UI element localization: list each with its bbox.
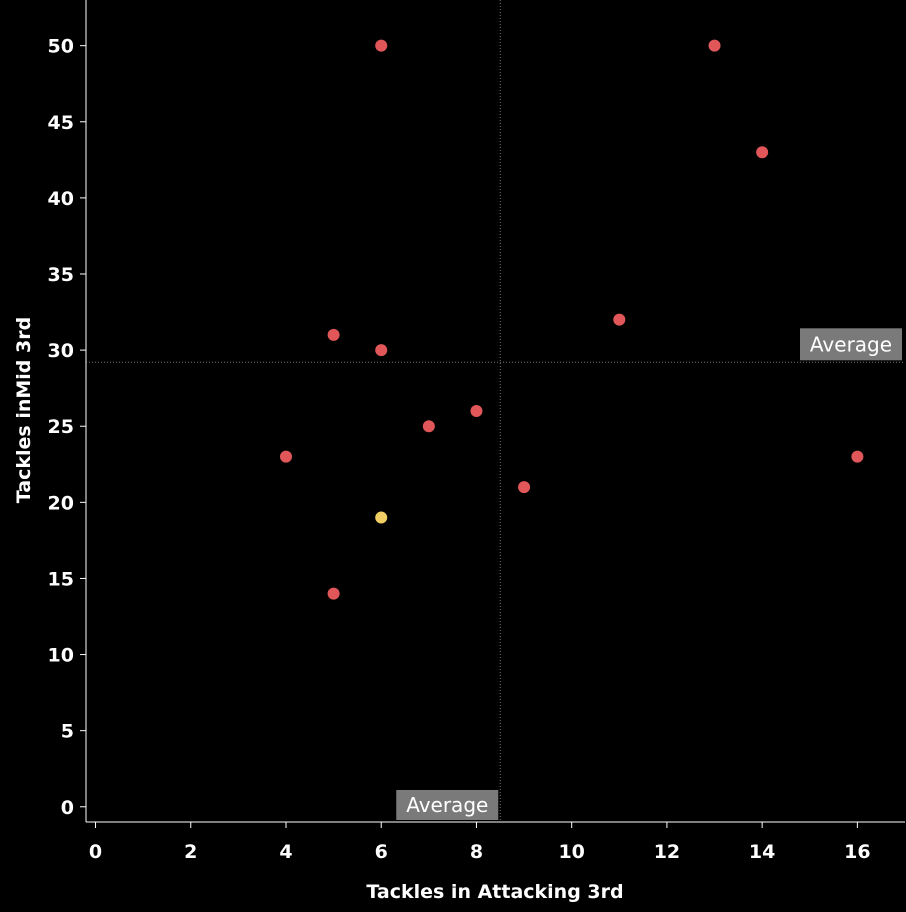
- x-average-label-box: [396, 790, 499, 820]
- y-tick-label: 40: [48, 188, 74, 210]
- data-point: [327, 328, 340, 341]
- x-tick-label: 14: [749, 841, 775, 863]
- average-labels: Average Average: [396, 328, 902, 820]
- data-point: [613, 313, 626, 326]
- data-point: [375, 344, 388, 357]
- data-point: [375, 39, 388, 52]
- data-point: [518, 481, 531, 494]
- x-average-label: Average: [406, 793, 488, 817]
- data-point: [422, 420, 435, 433]
- x-tick-label: 10: [558, 841, 584, 863]
- y-tick-label: 15: [48, 568, 74, 590]
- data-point: [756, 146, 769, 159]
- reference-lines: [86, 0, 905, 822]
- x-tick-label: 8: [470, 841, 483, 863]
- data-point: [470, 405, 483, 417]
- y-tick-label: 20: [48, 492, 74, 514]
- y-tick-label: 10: [48, 645, 74, 667]
- x-axis-ticks: 0 2 4 6 8 10 12 14 16: [89, 822, 871, 863]
- x-axis-title: Tackles in Attacking 3rd: [366, 881, 623, 903]
- data-point: [708, 39, 721, 52]
- data-points: [279, 39, 864, 600]
- data-point: [279, 450, 292, 463]
- data-point: [851, 450, 864, 463]
- data-point: [327, 587, 340, 600]
- y-tick-label: 35: [48, 264, 74, 286]
- y-axis-title: Tackles inMid 3rd: [13, 317, 35, 503]
- highlighted-data-point: [375, 511, 388, 524]
- y-average-label: Average: [810, 332, 892, 356]
- x-tick-label: 4: [279, 841, 292, 863]
- y-tick-label: 30: [48, 340, 74, 362]
- y-average-label-box: [800, 328, 902, 361]
- y-axis-ticks: 0 5 10 15 20 25 30 35 40 45 50: [48, 36, 86, 819]
- y-tick-label: 5: [61, 721, 74, 743]
- y-tick-label: 25: [48, 416, 74, 438]
- y-tick-label: 0: [61, 797, 74, 819]
- x-tick-label: 2: [184, 841, 197, 863]
- x-tick-label: 16: [844, 841, 870, 863]
- axes: [85, 0, 905, 823]
- y-tick-label: 45: [48, 112, 74, 134]
- x-tick-label: 0: [89, 841, 102, 863]
- x-tick-label: 6: [375, 841, 388, 863]
- y-tick-label: 50: [48, 36, 74, 58]
- x-tick-label: 12: [654, 841, 680, 863]
